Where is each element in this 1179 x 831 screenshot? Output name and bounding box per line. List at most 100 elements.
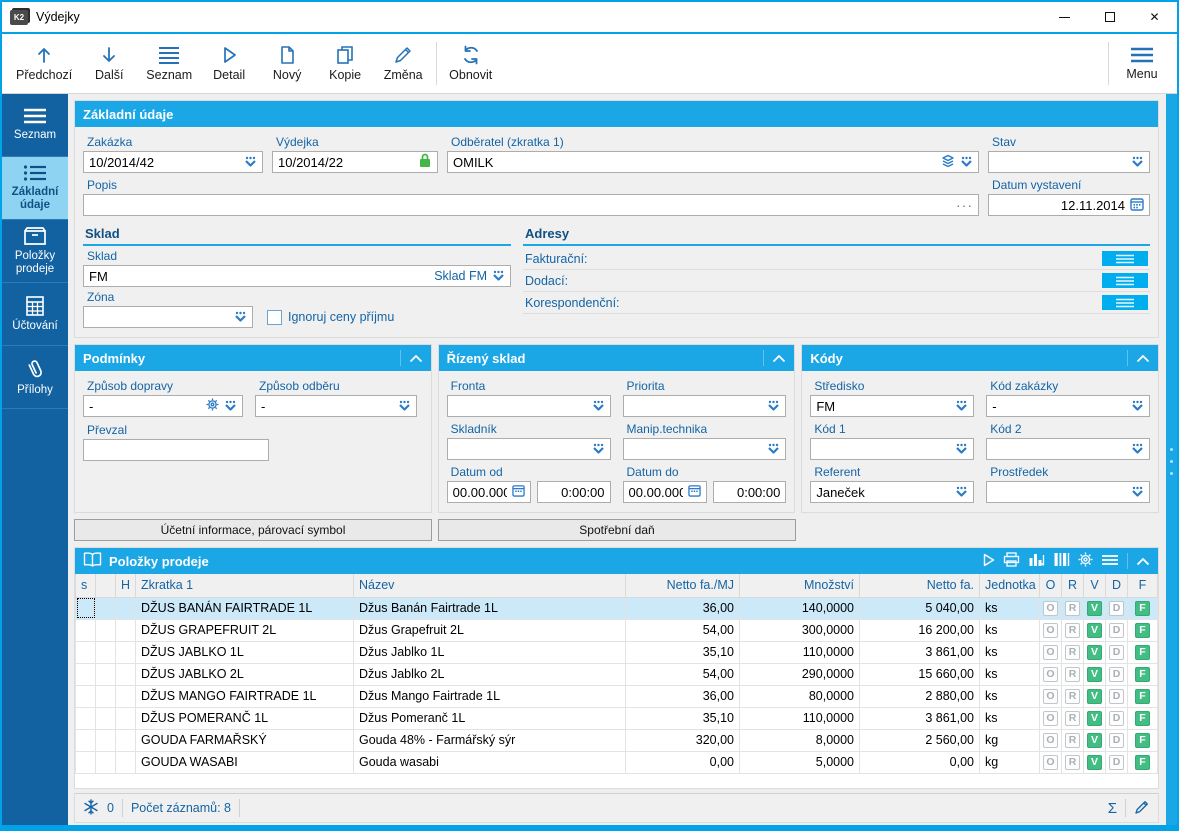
dropdown-icon[interactable]: [398, 399, 411, 414]
gear-icon[interactable]: [206, 398, 219, 414]
calendar-icon[interactable]: [512, 484, 525, 500]
cas-do-field[interactable]: 0:00:00: [713, 481, 787, 503]
dropdown-icon[interactable]: [1131, 442, 1144, 457]
dropdown-icon[interactable]: [955, 442, 968, 457]
ignoruj-ceny-checkbox[interactable]: [267, 310, 282, 325]
printer-icon[interactable]: [1003, 552, 1020, 570]
kod2-field[interactable]: [986, 438, 1150, 460]
col-netto-mj[interactable]: Netto fa./MJ: [626, 574, 740, 597]
calendar-icon[interactable]: [688, 484, 701, 500]
vydejka-field[interactable]: 10/2014/22: [272, 151, 438, 173]
zpusob-odberu-field[interactable]: -: [255, 395, 417, 417]
sidebar-item-prilohy[interactable]: Přílohy: [2, 346, 68, 409]
col-nazev[interactable]: Název: [354, 574, 626, 597]
datum-od-field[interactable]: 00.00.0000: [447, 481, 531, 503]
referent-field[interactable]: Janeček: [810, 481, 974, 503]
collapse-icon[interactable]: [1136, 351, 1150, 366]
dropdown-icon[interactable]: [955, 485, 968, 500]
accounting-info-button[interactable]: Účetní informace, párovací symbol: [74, 519, 432, 541]
zona-field[interactable]: [83, 306, 253, 328]
list-button[interactable]: Seznam: [138, 38, 200, 89]
minimize-button[interactable]: [1042, 2, 1087, 32]
stredisko-field[interactable]: FM: [810, 395, 974, 417]
sklad-field[interactable]: FM Sklad FM: [83, 265, 511, 287]
dropdown-icon[interactable]: [960, 155, 973, 170]
sidebar-item-polozky-prodeje[interactable]: Položky prodeje: [2, 220, 68, 283]
dropdown-icon[interactable]: [955, 399, 968, 414]
table-row[interactable]: DŽUS BANÁN FAIRTRADE 1LDžus Banán Fairtr…: [76, 597, 1158, 619]
table-row[interactable]: DŽUS JABLKO 1LDžus Jablko 1L 35,10110,00…: [76, 641, 1158, 663]
col-r[interactable]: R: [1062, 574, 1084, 597]
edit-button[interactable]: Změna: [374, 38, 432, 89]
address-menu-button[interactable]: [1102, 251, 1148, 266]
menu-button[interactable]: Menu: [1113, 38, 1171, 89]
kod1-field[interactable]: [810, 438, 974, 460]
col-s[interactable]: s: [76, 574, 96, 597]
calendar-icon[interactable]: [1130, 197, 1144, 214]
dropdown-icon[interactable]: [224, 399, 237, 414]
col-h[interactable]: H: [116, 574, 136, 597]
address-menu-button[interactable]: [1102, 295, 1148, 310]
skladnik-field[interactable]: [447, 438, 611, 460]
refresh-button[interactable]: Obnovit: [441, 38, 500, 89]
columns-icon[interactable]: [1053, 552, 1070, 570]
right-splitter[interactable]: [1166, 94, 1177, 825]
sidebar-item-uctovani[interactable]: Účtování: [2, 283, 68, 346]
dropdown-icon[interactable]: [1131, 399, 1144, 414]
dropdown-icon[interactable]: [234, 310, 247, 325]
maximize-button[interactable]: [1087, 2, 1132, 32]
popis-field[interactable]: ···: [83, 194, 979, 216]
sidebar-item-zakladni-udaje[interactable]: Základní údaje: [2, 157, 68, 220]
dropdown-icon[interactable]: [592, 399, 605, 414]
gear-icon[interactable]: [1078, 552, 1093, 570]
prevzal-field[interactable]: [83, 439, 269, 461]
col-netto[interactable]: Netto fa.: [860, 574, 980, 597]
kod-zakazky-field[interactable]: -: [986, 395, 1150, 417]
copy-button[interactable]: Kopie: [316, 38, 374, 89]
dropdown-icon[interactable]: [492, 269, 505, 284]
odberatel-field[interactable]: OMILK: [447, 151, 979, 173]
col-d[interactable]: D: [1106, 574, 1128, 597]
col-f[interactable]: F: [1128, 574, 1158, 597]
ellipsis-button[interactable]: ···: [956, 200, 973, 210]
col-o[interactable]: O: [1040, 574, 1062, 597]
table-row[interactable]: GOUDA WASABIGouda wasabi 0,005,00000,00 …: [76, 751, 1158, 773]
zakazka-field[interactable]: 10/2014/42: [83, 151, 263, 173]
collapse-icon[interactable]: [1136, 554, 1150, 569]
dropdown-icon[interactable]: [767, 442, 780, 457]
dropdown-icon[interactable]: [767, 399, 780, 414]
table-row[interactable]: DŽUS JABLKO 2LDžus Jablko 2L 54,00290,00…: [76, 663, 1158, 685]
chart-icon[interactable]: [1028, 552, 1045, 570]
focus-cell[interactable]: [76, 597, 96, 619]
manip-technika-field[interactable]: [623, 438, 787, 460]
layers-icon[interactable]: [941, 154, 955, 170]
dropdown-icon[interactable]: [244, 155, 257, 170]
col-blank[interactable]: [96, 574, 116, 597]
sum-icon[interactable]: Σ: [1108, 800, 1117, 817]
cas-od-field[interactable]: 0:00:00: [537, 481, 611, 503]
priorita-field[interactable]: [623, 395, 787, 417]
prostredek-field[interactable]: [986, 481, 1150, 503]
col-mnozstvi[interactable]: Množství: [740, 574, 860, 597]
excise-tax-button[interactable]: Spotřební daň: [438, 519, 796, 541]
dropdown-icon[interactable]: [592, 442, 605, 457]
close-button[interactable]: ✕: [1132, 2, 1177, 32]
fronta-field[interactable]: [447, 395, 611, 417]
menu-icon[interactable]: [1101, 554, 1119, 569]
stav-field[interactable]: [988, 151, 1150, 173]
sidebar-item-seznam[interactable]: Seznam: [2, 94, 68, 157]
detail-button[interactable]: Detail: [200, 38, 258, 89]
new-button[interactable]: Nový: [258, 38, 316, 89]
datum-do-field[interactable]: 00.00.0000: [623, 481, 707, 503]
address-menu-button[interactable]: [1102, 273, 1148, 288]
table-row[interactable]: DŽUS GRAPEFRUIT 2LDžus Grapefruit 2L 54,…: [76, 619, 1158, 641]
zpusob-dopravy-field[interactable]: -: [83, 395, 243, 417]
dropdown-icon[interactable]: [1131, 155, 1144, 170]
col-jednotka[interactable]: Jednotka: [980, 574, 1040, 597]
dropdown-icon[interactable]: [1131, 485, 1144, 500]
table-row[interactable]: GOUDA FARMAŘSKÝGouda 48% - Farmářský sýr…: [76, 729, 1158, 751]
play-icon[interactable]: [983, 553, 995, 570]
col-v[interactable]: V: [1084, 574, 1106, 597]
collapse-icon[interactable]: [772, 351, 786, 366]
collapse-icon[interactable]: [409, 351, 423, 366]
